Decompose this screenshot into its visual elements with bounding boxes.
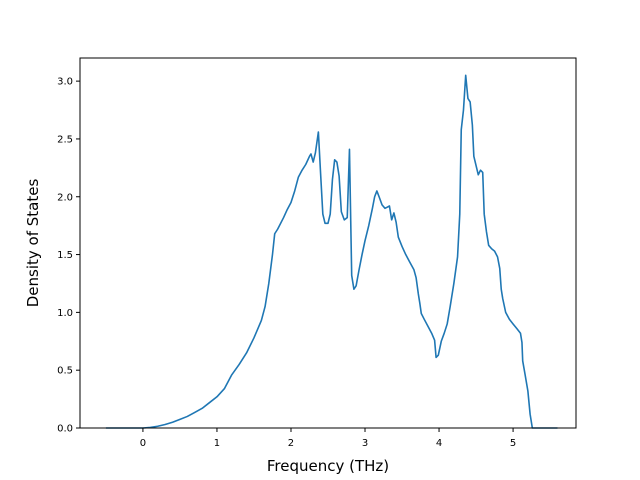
plot-area: [80, 58, 576, 428]
x-tick-label: 1: [214, 438, 220, 449]
y-tick-label: 0.5: [57, 366, 73, 377]
y-axis-title: Density of States: [24, 179, 42, 308]
series-layer: [105, 74, 558, 429]
x-tick-label: 5: [510, 438, 516, 449]
x-axis-ticks: 0 1 2 3 4 5: [140, 428, 516, 449]
y-tick-label: 2.0: [57, 192, 73, 203]
y-tick-label: 2.5: [57, 134, 73, 145]
x-tick-label: 3: [362, 438, 368, 449]
y-axis-ticks: 0.0 0.5 1.0 1.5 2.0 2.5 3.0: [57, 77, 80, 435]
plot-frame: [79, 57, 577, 429]
x-tick-label: 2: [288, 438, 294, 449]
y-tick-label: 3.0: [57, 77, 73, 88]
y-tick-label: 1.5: [57, 250, 73, 261]
dos-series-line-0: [105, 74, 558, 429]
y-tick-label: 0.0: [57, 424, 73, 435]
x-tick-label: 4: [436, 438, 442, 449]
x-axis-title: Frequency (THz): [267, 457, 389, 475]
x-tick-label: 0: [140, 438, 146, 449]
y-tick-label: 1.0: [57, 308, 73, 319]
